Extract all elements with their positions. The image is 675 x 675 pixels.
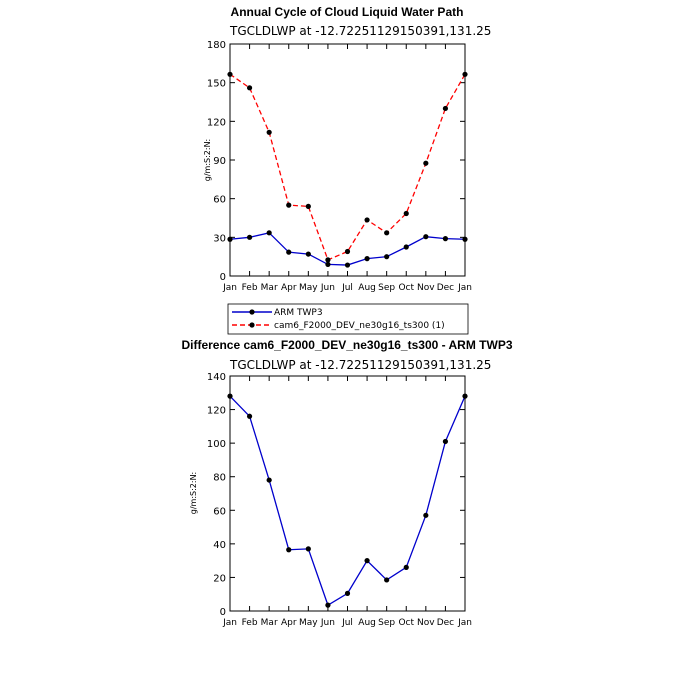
chart1-series-1-point — [423, 234, 429, 240]
chart2-series-1-point — [423, 512, 429, 518]
chart2-x-tick-label: Sep — [378, 618, 395, 628]
chart1-y-tick-label: 180 — [207, 40, 226, 51]
legend-box — [227, 303, 469, 335]
chart1-series-2-point — [403, 210, 409, 217]
chart2-x-tick-label: Dec — [437, 618, 454, 628]
chart1-series-2-point — [246, 85, 253, 91]
chart1-series-1-point — [325, 261, 331, 267]
chart1-plot-area: 0 30 60 90 120 150 180 Jan Feb Mar Apr May Jun Jul Aug… — [207, 40, 472, 293]
chart2-subtitle: TGCLDLWP at -12.72251129150391,131.25 — [229, 358, 491, 372]
chart2-series-1-point — [246, 413, 253, 419]
legend-marker-series-2 — [249, 322, 255, 328]
chart2-y-tick-label: 60 — [213, 506, 226, 517]
legend-label-series-2: cam6_F2000_DEV_ne30g16_ts300 (1) — [274, 321, 445, 331]
chart2-series-1-point — [403, 564, 409, 570]
chart1-series-1-point — [384, 254, 390, 260]
chart1-series-1-point — [227, 236, 233, 242]
chart1-x-tick-label: Jun — [320, 283, 335, 293]
chart2-plot-area: 0 20 40 60 80 100 120 140 Jan Feb Mar Apr May Jun Jul A… — [207, 372, 472, 628]
chart1-series-2-point — [266, 129, 272, 135]
chart1-series-2-point — [344, 248, 351, 255]
chart2-x-tick-label: May — [299, 618, 318, 628]
chart1-series-1-point — [364, 256, 370, 262]
chart2-y-tick-label: 120 — [207, 406, 226, 417]
chart2-series-1-point — [227, 393, 233, 399]
chart1-series-1-point — [462, 236, 468, 242]
chart1-series-2-point — [325, 257, 331, 263]
chart1-x-tick-label: Jan — [457, 283, 472, 293]
chart2-series-1-point — [384, 577, 390, 583]
chart2-series-1-point — [286, 547, 292, 553]
chart1-y-tick-label: 150 — [207, 79, 226, 90]
chart2-y-tick-label: 80 — [213, 473, 226, 484]
chart2-title: Difference cam6_F2000_DEV_ne30g16_ts300 … — [181, 338, 512, 352]
chart1-series-1-point — [246, 234, 253, 240]
chart2-x-tick-label: Nov — [417, 618, 435, 628]
chart2-y-tick-label: 40 — [213, 540, 226, 551]
chart1-x-tick-label: Oct — [398, 283, 414, 293]
chart1-series-2-point — [364, 217, 370, 223]
chart1-series-1-point — [266, 230, 272, 236]
chart1-y-tick-label: 90 — [213, 156, 226, 167]
legend-marker-series-1 — [249, 309, 255, 315]
chart1-subtitle: TGCLDLWP at -12.72251129150391,131.25 — [229, 24, 491, 38]
chart2-series-1-point — [344, 590, 351, 596]
chart2-series-1-point — [462, 393, 468, 399]
chart1-y-axis-label: g/m:S:2:N: — [203, 139, 212, 182]
chart1-y-tick-label: 0 — [220, 272, 226, 283]
chart2-x-tick-label: Jun — [320, 618, 335, 628]
chart2-series-1-point — [364, 558, 370, 564]
chart1-series-2-point — [423, 160, 429, 166]
chart2-x-tick-label: Jul — [341, 618, 353, 628]
chart1-x-tick-label: Sep — [378, 283, 395, 293]
chart1-y-tick-label: 60 — [213, 195, 226, 206]
chart2-y-tick-label: 140 — [207, 372, 226, 383]
chart1-x-tick-label: Dec — [437, 283, 454, 293]
chart2-x-tick-label: Jan — [222, 618, 237, 628]
chart1-y-tick-label: 30 — [213, 233, 226, 244]
legend-label-series-1: ARM TWP3 — [274, 308, 323, 318]
chart2-x-tick-label: Feb — [242, 618, 258, 628]
chart1-x-tick-label: Jul — [341, 283, 353, 293]
chart1-y-tick-label: 120 — [207, 117, 226, 128]
chart1-x-tick-label: Aug — [358, 283, 376, 293]
chart1-series-2-point — [384, 230, 390, 236]
chart2-series-1-point — [442, 438, 449, 445]
chart1-series-2-point — [305, 203, 311, 209]
chart1-x-tick-label: Nov — [417, 283, 435, 293]
chart2-x-tick-label: Oct — [398, 618, 414, 628]
chart1-title: Annual Cycle of Cloud Liquid Water Path — [231, 5, 464, 19]
chart1-series-1-point — [305, 251, 311, 257]
chart2-y-tick-label: 100 — [207, 439, 226, 450]
chart2-series-1-point — [266, 477, 272, 483]
chart1-x-tick-label: May — [299, 283, 318, 293]
legend-entry-arm-twp3: ARM TWP3 — [232, 308, 323, 318]
legend-entry-cam6: cam6_F2000_DEV_ne30g16_ts300 (1) — [232, 321, 445, 331]
chart2-series-1-point — [325, 602, 331, 608]
chart2-x-tick-label: Apr — [281, 618, 297, 628]
chart1-x-tick-label: Feb — [242, 283, 258, 293]
chart2-x-tick-label: Mar — [261, 618, 278, 628]
chart2-x-tick-label: Aug — [358, 618, 376, 628]
chart1-series-1-point — [442, 236, 449, 242]
chart1-x-tick-label: Jan — [222, 283, 237, 293]
chart1-series-1-point — [286, 249, 292, 255]
chart2-y-tick-label: 0 — [220, 607, 226, 618]
chart1-x-tick-label: Mar — [261, 283, 278, 293]
chart1-x-tick-label: Apr — [281, 283, 297, 293]
chart2-x-tick-label: Jan — [457, 618, 472, 628]
chart1-series-2-point — [286, 202, 292, 208]
chart1-series-1-point — [344, 262, 351, 268]
chart2-y-axis-label: g/m:S:2:N: — [189, 472, 198, 515]
chart2-y-tick-label: 20 — [213, 573, 226, 584]
chart1-series-2-point — [462, 71, 468, 77]
chart1-series-1-point — [403, 244, 409, 250]
chart1-series-2-point — [442, 105, 449, 112]
chart1-legend: ARM TWP3 cam6_F2000_DEV_ne30g16_ts300 (1… — [227, 303, 469, 335]
chart2-series-1-point — [305, 546, 311, 552]
chart1-series-2-point — [227, 71, 233, 77]
